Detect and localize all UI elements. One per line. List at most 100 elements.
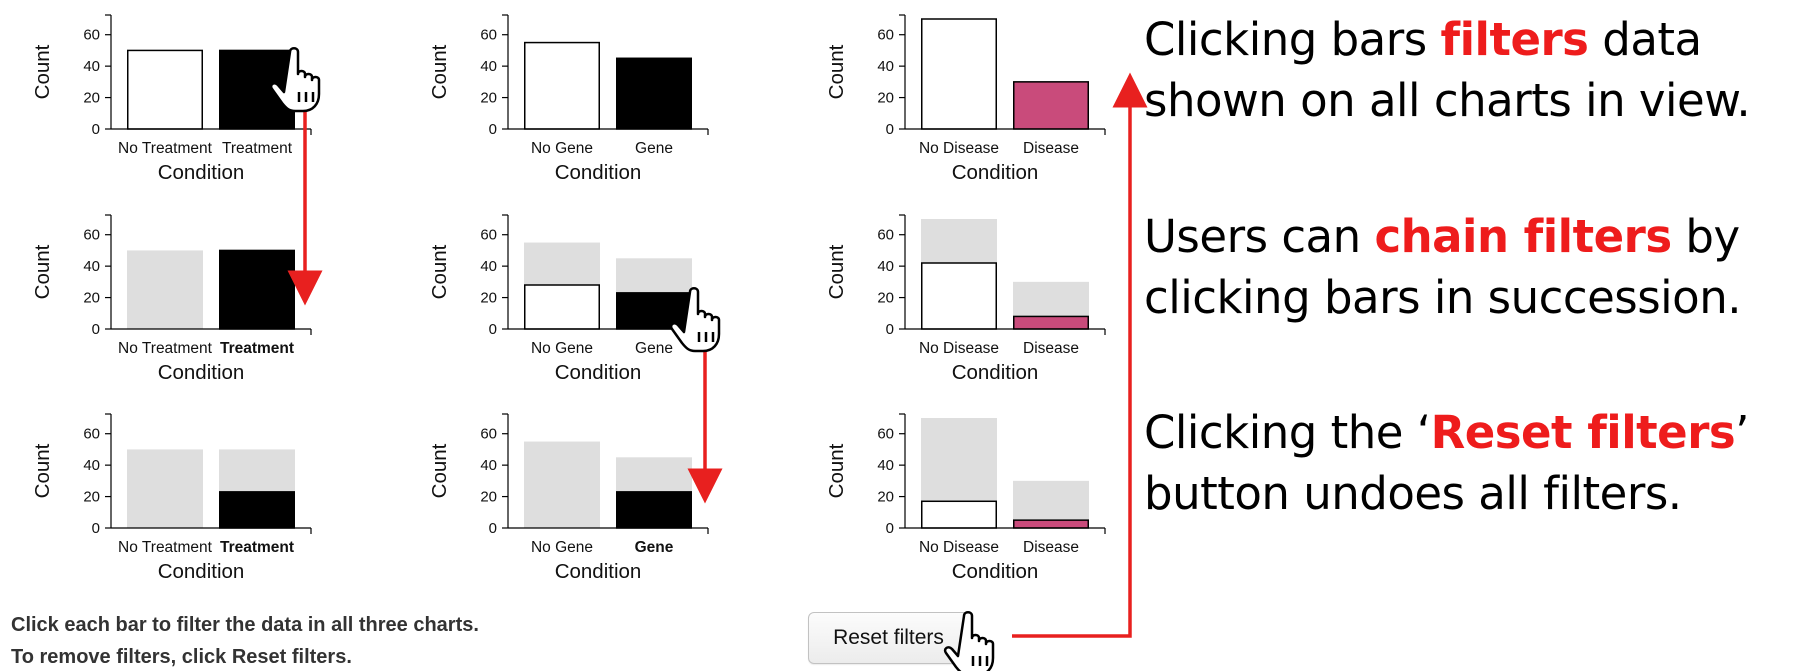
data-bar[interactable] [219,49,295,130]
data-bar[interactable] [921,18,997,130]
x-tick-label: Treatment [220,539,294,556]
y-axis-title: Count [825,244,848,299]
y-tick-label: 60 [877,227,894,244]
y-tick-label: 0 [489,121,497,138]
y-tick-label: 0 [92,121,100,138]
x-tick-label: No Disease [919,140,999,157]
y-tick-label: 0 [886,121,894,138]
y-tick-label: 20 [877,489,894,506]
y-axis-title: Count [428,443,451,498]
data-bar[interactable] [1013,81,1089,130]
data-bar[interactable] [616,292,692,330]
x-tick-label: Treatment [222,140,293,157]
x-tick-label: Gene [635,539,674,556]
y-tick-label: 60 [877,27,894,44]
bar-chart: 0 20 40 60 No Gene Gene Condition Count [428,413,709,583]
background-bar [524,441,600,528]
x-axis-title: Condition [158,560,245,583]
bar-chart: 0 20 40 60 No Treatment Treatment Condition Cou… [31,413,312,583]
y-tick-label: 20 [480,489,497,506]
y-tick-label: 0 [886,321,894,338]
bar-chart: 0 20 40 60 No Gene Gene Condition Count [428,214,709,384]
data-bar[interactable] [219,249,295,330]
caption-1-line-1: Clicking bars filters data [1144,13,1702,66]
x-axis-title: Condition [555,161,642,184]
y-tick-label: 40 [877,258,894,275]
data-bar[interactable] [127,49,203,130]
y-tick-label: 40 [877,58,894,75]
data-bar[interactable] [524,284,600,330]
x-tick-label: No Disease [919,539,999,556]
bar-chart: 0 20 40 60 No Disease Disease Condition Count [825,14,1106,184]
y-tick-label: 40 [480,457,497,474]
instruction-line-1: Click each bar to filter the data in all… [11,614,479,636]
reset-filters-button[interactable]: Reset filters [808,612,969,664]
y-tick-label: 20 [480,290,497,307]
y-tick-label: 60 [480,227,497,244]
data-bar[interactable] [921,500,997,529]
y-tick-label: 40 [83,58,100,75]
x-tick-label: No Gene [531,140,593,157]
y-tick-label: 20 [877,290,894,307]
caption-2-line-1: Users can chain filters by [1144,210,1740,263]
y-axis-title: Count [31,244,54,299]
x-tick-label: No Gene [531,539,593,556]
caption-3-line-2: button undoes all filters. [1144,467,1682,520]
bar-chart: 0 20 40 60 No Disease Disease Condition Count [825,413,1106,583]
data-bar[interactable] [524,41,600,130]
y-tick-label: 0 [489,520,497,537]
y-axis-title: Count [825,443,848,498]
y-tick-label: 40 [480,58,497,75]
x-tick-label: No Treatment [118,140,213,157]
y-tick-label: 60 [83,227,100,244]
x-axis-title: Condition [158,161,245,184]
x-axis-title: Condition [952,161,1039,184]
y-axis-title: Count [31,443,54,498]
data-bar[interactable] [921,262,997,330]
y-tick-label: 40 [877,457,894,474]
bar-chart: 0 20 40 60 No Treatment Treatment Condition Cou… [31,14,312,184]
x-tick-label: Disease [1023,140,1079,157]
y-tick-label: 60 [83,426,100,443]
y-tick-label: 20 [480,90,497,107]
data-bar[interactable] [219,491,295,529]
bar-chart: 0 20 40 60 No Disease Disease Condition Count [825,214,1106,384]
data-bar[interactable] [616,491,692,529]
data-bar[interactable] [1013,315,1089,330]
y-tick-label: 60 [83,27,100,44]
x-axis-title: Condition [952,361,1039,384]
x-tick-label: Disease [1023,539,1079,556]
y-axis-title: Count [428,244,451,299]
y-tick-label: 0 [886,520,894,537]
y-tick-label: 40 [480,258,497,275]
x-tick-label: No Treatment [118,340,213,357]
data-bar[interactable] [1013,519,1089,529]
y-tick-label: 0 [92,321,100,338]
y-tick-label: 40 [83,258,100,275]
y-axis-title: Count [428,44,451,99]
y-tick-label: 60 [480,426,497,443]
y-tick-label: 40 [83,457,100,474]
x-axis-title: Condition [555,361,642,384]
caption-2-line-2: clicking bars in succession. [1144,271,1742,324]
x-axis-title: Condition [158,361,245,384]
data-bar[interactable] [616,57,692,130]
x-tick-label: Disease [1023,340,1079,357]
x-tick-label: No Treatment [118,539,213,556]
caption-1-line-2: shown on all charts in view. [1144,74,1751,127]
instruction-line-2: To remove filters, click Reset filters. [11,646,352,668]
y-tick-label: 60 [480,27,497,44]
x-axis-title: Condition [555,560,642,583]
y-axis-title: Count [31,44,54,99]
background-bar [127,250,203,329]
x-tick-label: Gene [635,340,673,357]
x-tick-label: No Disease [919,340,999,357]
y-tick-label: 0 [92,520,100,537]
bar-chart: 0 20 40 60 No Treatment Treatment Condition Cou… [31,214,312,384]
y-axis-title: Count [825,44,848,99]
background-bar [127,449,203,528]
bar-chart: 0 20 40 60 No Gene Gene Condition Count [428,14,709,184]
y-tick-label: 60 [877,426,894,443]
y-tick-label: 20 [83,290,100,307]
y-tick-label: 20 [83,489,100,506]
